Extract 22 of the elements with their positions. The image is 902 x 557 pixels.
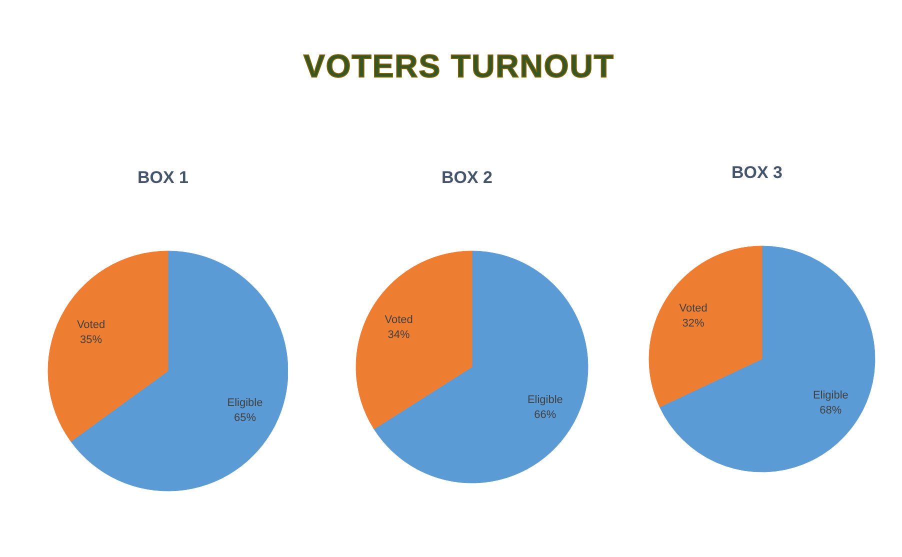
data-label: 65% <box>234 412 256 424</box>
pie-slice <box>70 250 288 492</box>
pie-slice <box>356 250 472 430</box>
pie-slice <box>48 250 168 442</box>
slice-label: Voted <box>384 314 413 326</box>
chart-title: BOX 2 <box>440 168 494 188</box>
slice-label: Eligible <box>527 394 563 406</box>
pie-slice <box>374 250 588 484</box>
chart-title: BOX 1 <box>136 168 190 188</box>
slice-label: Eligible <box>812 390 848 402</box>
chart-title: BOX 3 <box>730 163 784 183</box>
pie-slice <box>660 246 876 472</box>
pie-slice <box>648 246 762 408</box>
slice-label: Voted <box>76 318 106 331</box>
data-label: 35% <box>80 334 102 346</box>
data-label: 68% <box>820 404 842 417</box>
data-label: 32% <box>682 317 705 330</box>
slice-label: Voted <box>679 302 708 314</box>
slice-label: Eligible <box>227 397 263 410</box>
text: VOTERS TURNOUT <box>304 48 614 84</box>
data-label: 34% <box>388 328 410 341</box>
data-label: 66% <box>534 409 556 422</box>
